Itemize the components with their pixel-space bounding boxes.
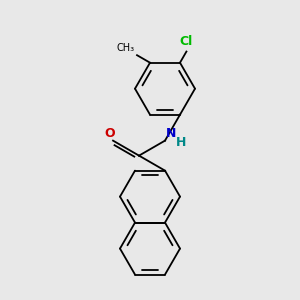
- Text: H: H: [176, 136, 186, 149]
- Text: Cl: Cl: [180, 35, 193, 48]
- Text: O: O: [104, 127, 115, 140]
- Text: CH₃: CH₃: [117, 43, 135, 53]
- Text: N: N: [166, 127, 176, 140]
